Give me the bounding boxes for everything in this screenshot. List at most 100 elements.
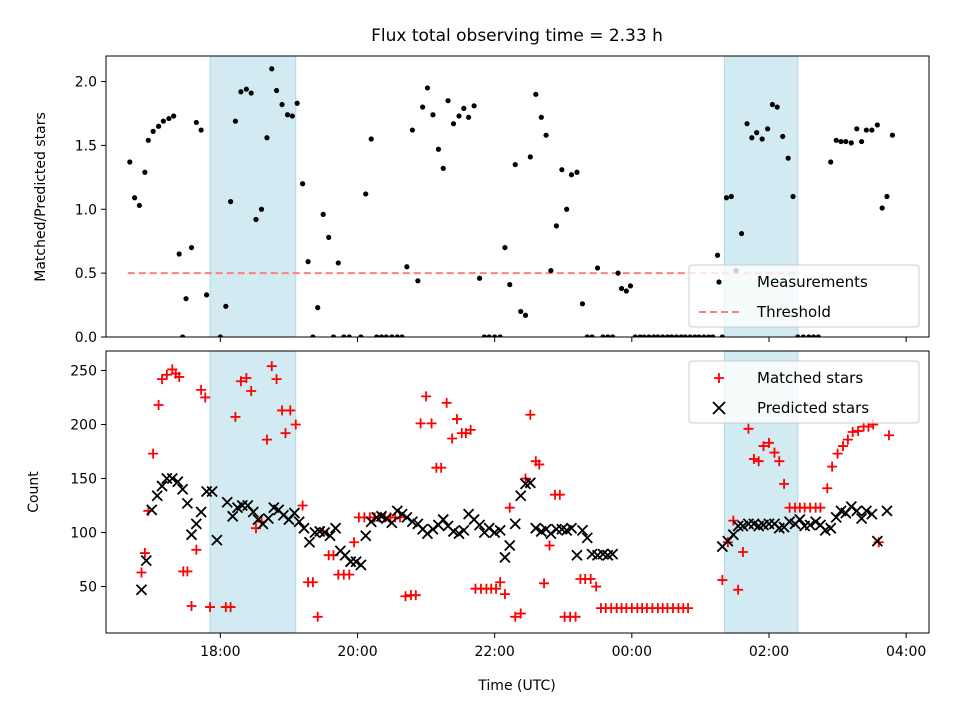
bottom-matched-stars-point: [441, 397, 452, 408]
top-measurements-point: [223, 303, 229, 309]
top-measurements-point: [374, 334, 380, 337]
bottom-predicted-stars-point: [732, 520, 744, 532]
top-legend-label: Measurements: [757, 273, 868, 291]
top-measurements-point: [127, 159, 133, 165]
bottom-series-predicted-stars: [135, 472, 893, 596]
top-measurements-point: [723, 195, 730, 201]
bottom-x-tick-label: 20:00: [337, 644, 377, 660]
bottom-predicted-stars-point: [437, 513, 449, 526]
bottom-predicted-stars-point: [524, 477, 536, 489]
top-measurements-point: [466, 114, 472, 120]
top-measurements-point: [543, 132, 549, 138]
top-measurements-point: [618, 285, 625, 292]
top-measurements-point: [273, 87, 280, 94]
bottom-matched-stars-point: [285, 405, 296, 416]
bottom-matched-stars-point: [205, 602, 216, 613]
top-legend: Measurements Threshold: [688, 264, 920, 328]
top-measurements-point: [838, 138, 844, 145]
top-measurements-point: [800, 334, 806, 337]
bottom-matched-stars-point: [307, 577, 318, 588]
bottom-matched-stars-point: [763, 437, 774, 448]
top-measurements-point: [579, 301, 586, 307]
top-measurements-point: [863, 127, 869, 133]
top-measurements-point: [264, 135, 270, 141]
top-measurements-point: [180, 334, 186, 337]
bottom-matched-stars-point: [349, 537, 360, 548]
bottom-matched-stars-point: [769, 447, 780, 458]
top-measurements-point: [749, 135, 755, 141]
top-measurements-point: [305, 259, 311, 265]
top-measurements-point: [492, 334, 498, 337]
top-measurements-point: [383, 334, 389, 337]
top-measurements-point: [641, 334, 647, 337]
top-measurements-point: [346, 334, 352, 337]
bottom-legend-marker: [712, 401, 726, 415]
top-measurements-point: [833, 137, 839, 143]
bottom-series-matched-stars: [136, 361, 895, 622]
top-measurements-point: [655, 334, 661, 337]
bottom-matched-stars-point: [733, 584, 744, 595]
top-measurements-point: [258, 206, 265, 212]
bottom-predicted-stars-point: [176, 483, 189, 495]
top-measurements-point: [228, 199, 234, 205]
bottom-matched-stars-point: [410, 590, 421, 601]
bottom-matched-stars-point: [728, 515, 739, 526]
top-measurements-point: [136, 202, 143, 209]
bottom-predicted-stars-point: [190, 518, 202, 530]
bottom-predicted-stars-point: [473, 519, 486, 531]
top-measurements-point: [243, 86, 249, 92]
bottom-predicted-stars-point: [185, 529, 198, 541]
bottom-matched-stars-point: [774, 456, 785, 467]
top-measurements-point: [738, 230, 745, 237]
top-measurements-point: [183, 296, 189, 302]
top-measurements-point: [326, 234, 332, 240]
bottom-predicted-stars-point: [855, 512, 868, 525]
bottom-predicted-stars-point: [324, 530, 336, 542]
top-measurements-point: [284, 112, 291, 118]
bottom-predicted-stars-point: [298, 522, 310, 534]
top-measurements-point: [160, 118, 167, 124]
top-measurements-point: [430, 112, 436, 118]
bottom-matched-stars-point: [241, 373, 252, 384]
bottom-matched-stars-point: [266, 361, 277, 372]
top-measurements-point: [692, 334, 698, 337]
bottom-matched-stars-point: [758, 441, 769, 452]
bottom-predicted-stars-point: [871, 535, 883, 547]
top-measurements-point: [156, 123, 162, 129]
top-measurements-point: [461, 105, 467, 111]
top-measurements-point: [615, 270, 621, 276]
top-y-tick-label: 1.5: [75, 138, 97, 154]
top-measurements-point: [623, 288, 629, 294]
top-measurements-point: [450, 121, 457, 127]
bottom-predicted-stars-point: [830, 511, 842, 524]
top-measurements-point: [269, 66, 275, 72]
bottom-matched-stars-point: [191, 544, 202, 555]
top-axes-frame: [105, 55, 930, 338]
bottom-y-axis-label: Count: [26, 471, 42, 513]
top-measurements-point: [790, 193, 796, 200]
top-measurements-point: [171, 113, 177, 119]
bottom-predicted-stars-point: [458, 524, 470, 536]
bottom-predicted-stars-point: [866, 508, 878, 520]
bottom-plot-area: [135, 361, 895, 622]
bottom-matched-stars-point: [504, 502, 515, 513]
bottom-matched-stars-point: [297, 500, 308, 511]
bottom-shaded-interval-1: [209, 350, 297, 634]
bottom-axes-frame: [105, 350, 930, 634]
top-measurements-point: [497, 334, 503, 337]
top-measurements-point: [889, 132, 896, 138]
bottom-matched-stars-point: [312, 611, 323, 622]
top-measurements-point: [574, 169, 580, 175]
top-measurements-point: [714, 252, 721, 258]
top-y-axis-label: Matched/Predicted stars: [33, 112, 49, 282]
top-measurements-point: [415, 278, 421, 284]
bottom-matched-stars-point: [200, 392, 211, 403]
bottom-matched-stars-point: [815, 502, 826, 513]
bottom-predicted-stars-point: [350, 556, 362, 568]
top-measurements-point: [706, 334, 712, 337]
top-measurements-point: [358, 334, 364, 337]
bottom-matched-stars-point: [842, 434, 853, 445]
top-measurements-point: [759, 136, 765, 142]
bottom-predicted-stars-point: [727, 529, 739, 541]
